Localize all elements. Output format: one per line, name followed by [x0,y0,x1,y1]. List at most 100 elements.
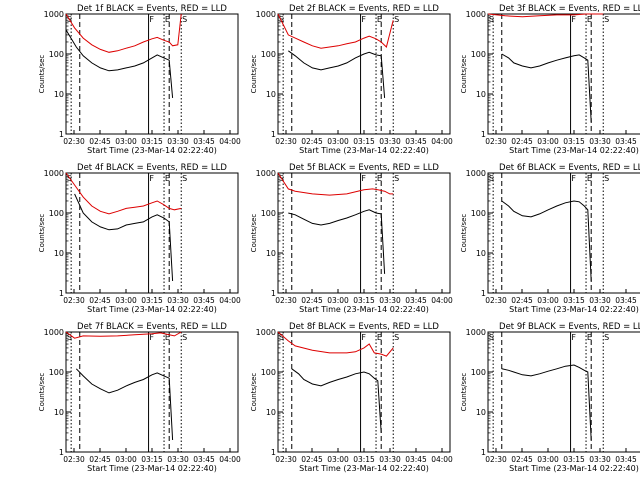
phase-marker-label: E [165,15,170,24]
x-tick-label: 03:15 [353,137,375,146]
x-tick-label: 02:30 [275,455,297,464]
x-tick-label: 02:30 [485,296,507,305]
x-tick-label: 03:00 [115,296,137,305]
phase-marker-label: F [361,174,366,183]
x-tick-label: 04:00 [219,455,241,464]
y-tick-label: 10 [266,408,276,417]
y-tick-label: 100 [471,50,486,59]
x-tick-label: 03:45 [405,137,427,146]
x-axis-label: Start Time (23-Mar-14 02:22:40) [299,146,429,155]
phase-marker-label: S [394,174,399,183]
x-tick-label: 03:30 [589,137,611,146]
phase-marker-label: E [377,174,382,183]
events-series-line [501,53,592,123]
phase-marker-label: S [279,333,284,342]
x-tick-label: 02:45 [89,455,111,464]
x-axis-label: Start Time (23-Mar-14 02:22:40) [509,305,639,314]
y-tick-label: 100 [261,368,276,377]
y-tick-label: 1000 [466,169,486,178]
y-tick-label: 1 [481,289,486,298]
panel-title: Det 6f BLACK = Events, RED = LLD [499,163,640,173]
x-tick-label: 03:15 [141,296,163,305]
x-tick-label: 03:15 [353,296,375,305]
y-tick-label: 1 [271,448,276,457]
y-tick-label: 1000 [256,169,276,178]
x-axis-label: Start Time (23-Mar-14 02:22:40) [299,305,429,314]
phase-marker-label: S [279,15,284,24]
y-tick-label: 1000 [256,328,276,337]
y-tick-label: 10 [476,90,486,99]
x-tick-label: 02:30 [275,296,297,305]
x-tick-label: 03:00 [537,296,559,305]
panel-title: Det 5f BLACK = Events, RED = LLD [289,163,439,173]
x-axis-label: Start Time (23-Mar-14 02:22:40) [87,464,217,473]
x-tick-label: 03:00 [327,455,349,464]
phase-marker-label: E [165,174,170,183]
x-tick-label: 02:30 [63,296,85,305]
y-axis-label: Counts/sec [460,373,468,412]
x-tick-label: 03:00 [115,455,137,464]
x-tick-label: 03:45 [193,137,215,146]
x-axis-label: Start Time (23-Mar-14 02:22:40) [299,464,429,473]
phase-marker-label: S [182,174,187,183]
y-tick-label: 1000 [256,10,276,19]
x-tick-label: 03:00 [327,296,349,305]
x-tick-label: 04:00 [431,137,453,146]
x-tick-label: 03:30 [589,296,611,305]
x-tick-label: 03:30 [167,137,189,146]
x-tick-label: 02:45 [89,137,111,146]
phase-marker-label: S [489,333,494,342]
x-tick-label: 04:00 [431,455,453,464]
y-tick-label: 100 [261,50,276,59]
phase-marker-label: E [377,333,382,342]
lld-series-line [65,13,182,53]
x-tick-label: 02:45 [511,137,533,146]
y-tick-label: 100 [261,209,276,218]
panel-title: Det 4f BLACK = Events, RED = LLD [77,163,227,173]
phase-marker-label: F [571,15,576,24]
x-tick-label: 03:45 [615,455,637,464]
x-tick-label: 03:45 [405,296,427,305]
x-tick-label: 03:45 [193,296,215,305]
phase-marker-label: F [571,174,576,183]
y-tick-label: 1000 [466,328,486,337]
events-series-line [501,200,592,282]
plot-frame [277,13,451,135]
x-tick-label: 02:45 [301,455,323,464]
phase-marker-label: F [361,15,366,24]
panel-title: Det 9f BLACK = Events, RED = LLD [499,322,640,332]
lld-series-line [277,331,394,357]
y-tick-label: 100 [49,209,64,218]
phase-marker-label: F [149,15,154,24]
events-series-line [74,193,174,282]
x-tick-label: 02:30 [485,455,507,464]
y-tick-label: 1 [271,130,276,139]
y-tick-label: 1 [59,448,64,457]
phase-marker-label: S [604,15,609,24]
x-tick-label: 04:00 [431,296,453,305]
phase-marker-label: S [182,15,187,24]
y-axis-label: Counts/sec [38,55,46,94]
x-tick-label: 03:00 [115,137,137,146]
y-axis-label: Counts/sec [460,214,468,253]
plot-frame [277,172,451,294]
x-tick-label: 02:45 [301,296,323,305]
x-tick-label: 03:45 [193,455,215,464]
lld-series-line [277,172,394,196]
y-tick-label: 10 [54,408,64,417]
x-tick-label: 03:15 [563,296,585,305]
x-axis-label: Start Time (23-Mar-14 02:22:40) [87,305,217,314]
lld-series-line [65,172,182,215]
x-axis-label: Start Time (23-Mar-14 02:22:40) [509,146,639,155]
events-series-line [65,29,174,98]
x-tick-label: 03:30 [167,296,189,305]
phase-marker-label: E [165,333,170,342]
x-tick-label: 03:30 [379,455,401,464]
y-tick-label: 1 [59,289,64,298]
x-tick-label: 04:00 [219,296,241,305]
y-tick-label: 1 [481,130,486,139]
phase-marker-label: S [604,174,609,183]
y-axis-label: Counts/sec [38,214,46,253]
plot-frame [65,13,239,135]
